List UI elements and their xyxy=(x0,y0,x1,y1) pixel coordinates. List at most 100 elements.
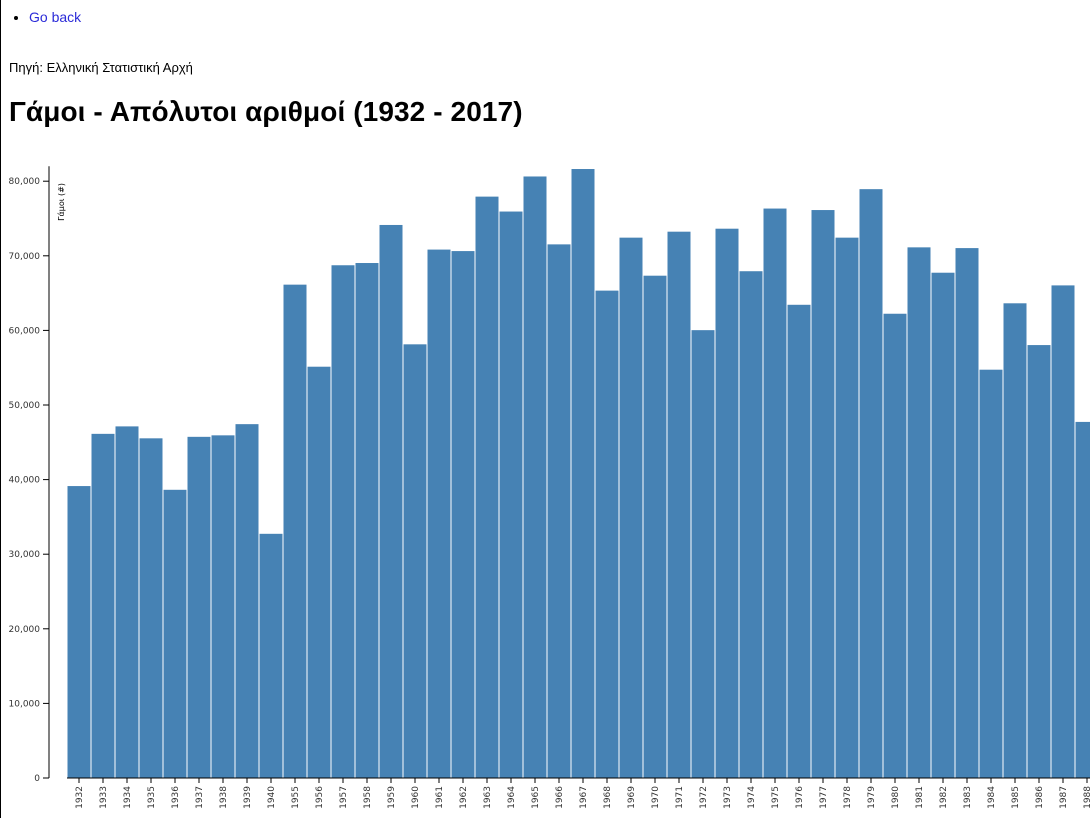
x-tick-label: 1956 xyxy=(315,786,325,809)
x-tick-label: 1967 xyxy=(579,786,589,809)
y-tick-label: 10,000 xyxy=(9,699,41,709)
x-tick-label: 1972 xyxy=(699,786,709,809)
x-tick-label: 1966 xyxy=(555,786,565,809)
bar-1974[interactable] xyxy=(738,270,764,779)
x-tick-label: 1988 xyxy=(1083,786,1090,809)
x-tick-label: 1933 xyxy=(99,786,109,809)
bar-1973[interactable] xyxy=(714,227,740,779)
bar-1965[interactable] xyxy=(522,175,548,779)
x-tick-label: 1962 xyxy=(459,786,469,809)
bar-1983[interactable] xyxy=(954,247,980,779)
bar-1960[interactable] xyxy=(402,343,428,779)
x-tick-label: 1975 xyxy=(771,786,781,809)
x-tick-label: 1985 xyxy=(1011,786,1021,809)
bar-1977[interactable] xyxy=(810,209,836,779)
bar-1939[interactable] xyxy=(234,423,260,779)
bar-1970[interactable] xyxy=(642,274,668,779)
x-tick-label: 1940 xyxy=(267,786,277,809)
x-tick-label: 1979 xyxy=(867,786,877,809)
bar-1958[interactable] xyxy=(354,262,380,779)
bar-1988[interactable] xyxy=(1074,420,1090,779)
x-tick-label: 1957 xyxy=(339,786,349,809)
x-tick-label: 1960 xyxy=(411,786,421,809)
y-tick-label: 80,000 xyxy=(9,177,41,187)
x-tick-label: 1963 xyxy=(483,786,493,809)
bar-1936[interactable] xyxy=(162,488,188,779)
x-tick-label: 1958 xyxy=(363,786,373,809)
y-axis: 0 10,000 20,000 30,000 40,000 50,000 60,000 70,… xyxy=(9,166,50,784)
bar-1957[interactable] xyxy=(330,264,356,779)
nav-list: Go back xyxy=(1,8,81,26)
bar-1982[interactable] xyxy=(930,271,956,779)
x-tick-label: 1970 xyxy=(651,786,661,809)
bar-1981[interactable] xyxy=(906,246,932,779)
x-tick-label: 1935 xyxy=(147,786,157,809)
bar-1961[interactable] xyxy=(426,248,452,779)
x-tick-label: 1959 xyxy=(387,786,397,809)
x-tick-label: 1938 xyxy=(219,786,229,809)
bar-1975[interactable] xyxy=(762,207,788,779)
y-axis-label: Γάμοι (#) xyxy=(57,183,66,221)
x-tick-label: 1955 xyxy=(291,786,301,809)
bar-1969[interactable] xyxy=(618,236,644,779)
bar-1971[interactable] xyxy=(666,230,692,779)
x-tick-label: 1987 xyxy=(1059,786,1069,809)
y-tick-label: 40,000 xyxy=(9,476,41,486)
bar-1972[interactable] xyxy=(690,329,716,779)
bar-1967[interactable] xyxy=(570,168,596,779)
bar-1964[interactable] xyxy=(498,210,524,779)
x-tick-label: 1980 xyxy=(891,786,901,809)
bar-1968[interactable] xyxy=(594,289,620,779)
x-tick-label: 1965 xyxy=(531,786,541,809)
x-tick-label: 1936 xyxy=(171,786,181,809)
x-tick-label: 1982 xyxy=(939,786,949,809)
x-tick-label: 1976 xyxy=(795,786,805,809)
bar-1963[interactable] xyxy=(474,195,500,779)
x-tick-label: 1983 xyxy=(963,786,973,809)
nav-item: Go back xyxy=(29,8,81,26)
x-tick-label: 1973 xyxy=(723,786,733,809)
bar-1940[interactable] xyxy=(258,532,284,779)
bar-1978[interactable] xyxy=(834,236,860,779)
x-tick-label: 1978 xyxy=(843,786,853,809)
x-tick-label: 1969 xyxy=(627,786,637,809)
go-back-link[interactable]: Go back xyxy=(29,9,82,25)
x-tick-label: 1986 xyxy=(1035,786,1045,809)
page-title: Γάμοι - Απόλυτοι αριθμοί (1932 - 2017) xyxy=(9,96,523,127)
y-tick-label: 60,000 xyxy=(9,326,41,336)
x-tick-label: 1981 xyxy=(915,786,925,809)
y-tick-label: 0 xyxy=(34,774,40,784)
bar-1933[interactable] xyxy=(90,432,116,779)
bar-1986[interactable] xyxy=(1026,344,1052,779)
y-tick-label: 30,000 xyxy=(9,550,41,560)
bar-1938[interactable] xyxy=(210,434,236,779)
x-tick-label: 1961 xyxy=(435,786,445,809)
x-tick-label: 1932 xyxy=(75,786,85,809)
bar-1935[interactable] xyxy=(138,437,164,779)
bar-1987[interactable] xyxy=(1050,284,1076,779)
bar-1966[interactable] xyxy=(546,243,572,779)
bar-1937[interactable] xyxy=(186,435,212,779)
bar-1984[interactable] xyxy=(978,368,1004,779)
bar-1934[interactable] xyxy=(114,425,140,779)
bar-1932[interactable] xyxy=(66,485,92,779)
x-tick-label: 1984 xyxy=(987,786,997,809)
y-tick-label: 50,000 xyxy=(9,401,41,411)
x-tick-label: 1977 xyxy=(819,786,829,809)
bar-chart: 0 10,000 20,000 30,000 40,000 50,000 60,000 70,… xyxy=(9,166,1090,809)
y-tick-label: 70,000 xyxy=(9,252,41,262)
bar-1979[interactable] xyxy=(858,188,884,779)
bar-1962[interactable] xyxy=(450,250,476,779)
source-text: Πηγή: Ελληνική Στατιστική Αρχή xyxy=(9,60,193,75)
bar-1959[interactable] xyxy=(378,223,404,779)
bars-group xyxy=(66,168,1090,779)
y-tick-label: 20,000 xyxy=(9,625,41,635)
bar-1976[interactable] xyxy=(786,303,812,779)
bar-1980[interactable] xyxy=(882,312,908,779)
x-tick-label: 1939 xyxy=(243,786,253,809)
x-tick-label: 1937 xyxy=(195,786,205,809)
bar-1985[interactable] xyxy=(1002,302,1028,779)
bar-1955[interactable] xyxy=(282,283,308,779)
x-tick-label: 1974 xyxy=(747,786,757,809)
bar-1956[interactable] xyxy=(306,365,332,779)
